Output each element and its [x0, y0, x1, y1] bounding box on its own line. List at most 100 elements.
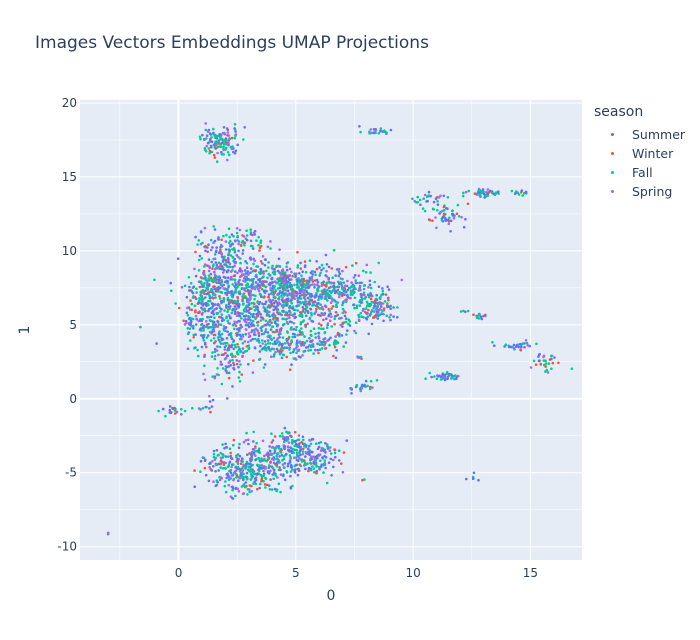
legend-item-summer[interactable]: Summer: [594, 125, 685, 144]
data-point-fall: [325, 326, 329, 330]
data-point-spring: [208, 394, 211, 398]
data-point-summer: [245, 266, 249, 270]
data-point-summer: [258, 486, 262, 490]
data-point-fall: [270, 347, 274, 351]
data-point-summer: [209, 137, 212, 141]
data-point-summer: [329, 336, 332, 340]
data-point-spring: [329, 319, 332, 323]
data-point-winter: [232, 274, 236, 278]
data-point-spring: [235, 227, 239, 230]
data-point-winter: [235, 362, 239, 366]
data-point-spring: [369, 128, 373, 131]
data-point-fall: [279, 348, 283, 351]
data-point-fall: [240, 287, 244, 291]
data-point-fall: [349, 290, 353, 294]
data-point-summer: [320, 463, 324, 467]
data-point-summer: [373, 304, 376, 308]
data-point-summer: [299, 331, 302, 334]
data-point-summer: [241, 252, 244, 255]
data-point-spring: [234, 469, 238, 472]
data-point-fall: [223, 341, 227, 345]
data-point-spring: [242, 492, 246, 495]
data-point-fall: [521, 342, 524, 346]
data-point-spring: [271, 288, 275, 292]
data-point-fall: [246, 488, 250, 491]
data-point-fall: [370, 300, 374, 304]
data-point-summer: [204, 301, 208, 305]
data-point-spring: [344, 298, 347, 302]
data-point-fall: [275, 488, 279, 491]
data-point-fall: [261, 339, 264, 342]
data-point-summer: [443, 378, 447, 382]
data-point-fall: [328, 309, 332, 313]
data-point-winter: [296, 467, 299, 471]
data-point-summer: [313, 270, 317, 274]
data-point-fall: [337, 270, 341, 274]
data-point-fall: [242, 138, 245, 141]
data-point-fall: [364, 271, 368, 274]
data-point-summer: [227, 305, 231, 309]
data-point-fall: [220, 291, 224, 294]
data-point-spring: [261, 439, 265, 443]
legend-item-winter[interactable]: Winter: [594, 144, 685, 163]
data-point-fall: [201, 407, 205, 410]
data-point-fall: [450, 376, 454, 380]
data-point-fall: [362, 284, 366, 288]
legend-item-spring[interactable]: Spring: [594, 182, 685, 201]
legend-label: Spring: [632, 184, 673, 199]
data-point-fall: [360, 297, 364, 300]
data-point-fall: [270, 488, 274, 491]
data-point-summer: [231, 485, 234, 489]
data-point-summer: [246, 309, 249, 313]
data-point-summer: [207, 243, 210, 246]
data-point-fall: [303, 300, 307, 304]
data-point-summer: [275, 347, 279, 351]
data-point-spring: [312, 455, 315, 459]
y-tick-label: 5: [69, 318, 77, 332]
data-point-fall: [352, 284, 356, 288]
data-point-summer: [201, 326, 205, 330]
data-point-summer: [296, 473, 300, 477]
data-point-summer: [290, 363, 293, 367]
data-point-summer: [187, 322, 191, 325]
y-tick-label: 10: [62, 244, 77, 258]
data-point-fall: [272, 315, 276, 318]
data-point-fall: [292, 357, 296, 360]
data-point-winter: [229, 451, 232, 455]
data-point-summer: [310, 457, 314, 461]
data-point-fall: [224, 142, 228, 146]
data-point-summer: [324, 451, 327, 454]
data-point-fall: [325, 481, 329, 485]
data-point-fall: [485, 194, 488, 198]
data-point-summer: [229, 471, 233, 475]
data-point-fall: [195, 287, 198, 291]
data-point-fall: [222, 153, 225, 156]
data-point-fall: [369, 379, 373, 383]
data-point-summer: [217, 338, 221, 342]
data-point-spring: [262, 272, 266, 275]
data-point-fall: [215, 140, 218, 143]
data-point-summer: [311, 273, 315, 276]
data-point-fall: [304, 463, 308, 466]
data-point-summer: [304, 314, 308, 318]
data-point-fall: [207, 299, 210, 303]
data-point-summer: [295, 305, 298, 308]
data-point-summer: [285, 297, 289, 301]
data-point-fall: [228, 359, 232, 363]
data-point-spring: [204, 122, 207, 125]
data-point-fall: [271, 325, 275, 328]
data-point-winter: [302, 307, 305, 311]
data-point-summer: [232, 150, 235, 154]
data-point-fall: [232, 463, 235, 466]
data-point-summer: [419, 203, 422, 207]
data-point-fall: [188, 327, 192, 331]
legend-item-fall[interactable]: Fall: [594, 163, 685, 182]
data-point-fall: [183, 409, 187, 413]
data-point-summer: [208, 296, 212, 300]
data-point-fall: [300, 327, 303, 330]
data-point-summer: [254, 281, 258, 284]
data-point-fall: [200, 298, 203, 301]
data-point-fall: [267, 457, 271, 460]
data-point-winter: [218, 462, 221, 466]
